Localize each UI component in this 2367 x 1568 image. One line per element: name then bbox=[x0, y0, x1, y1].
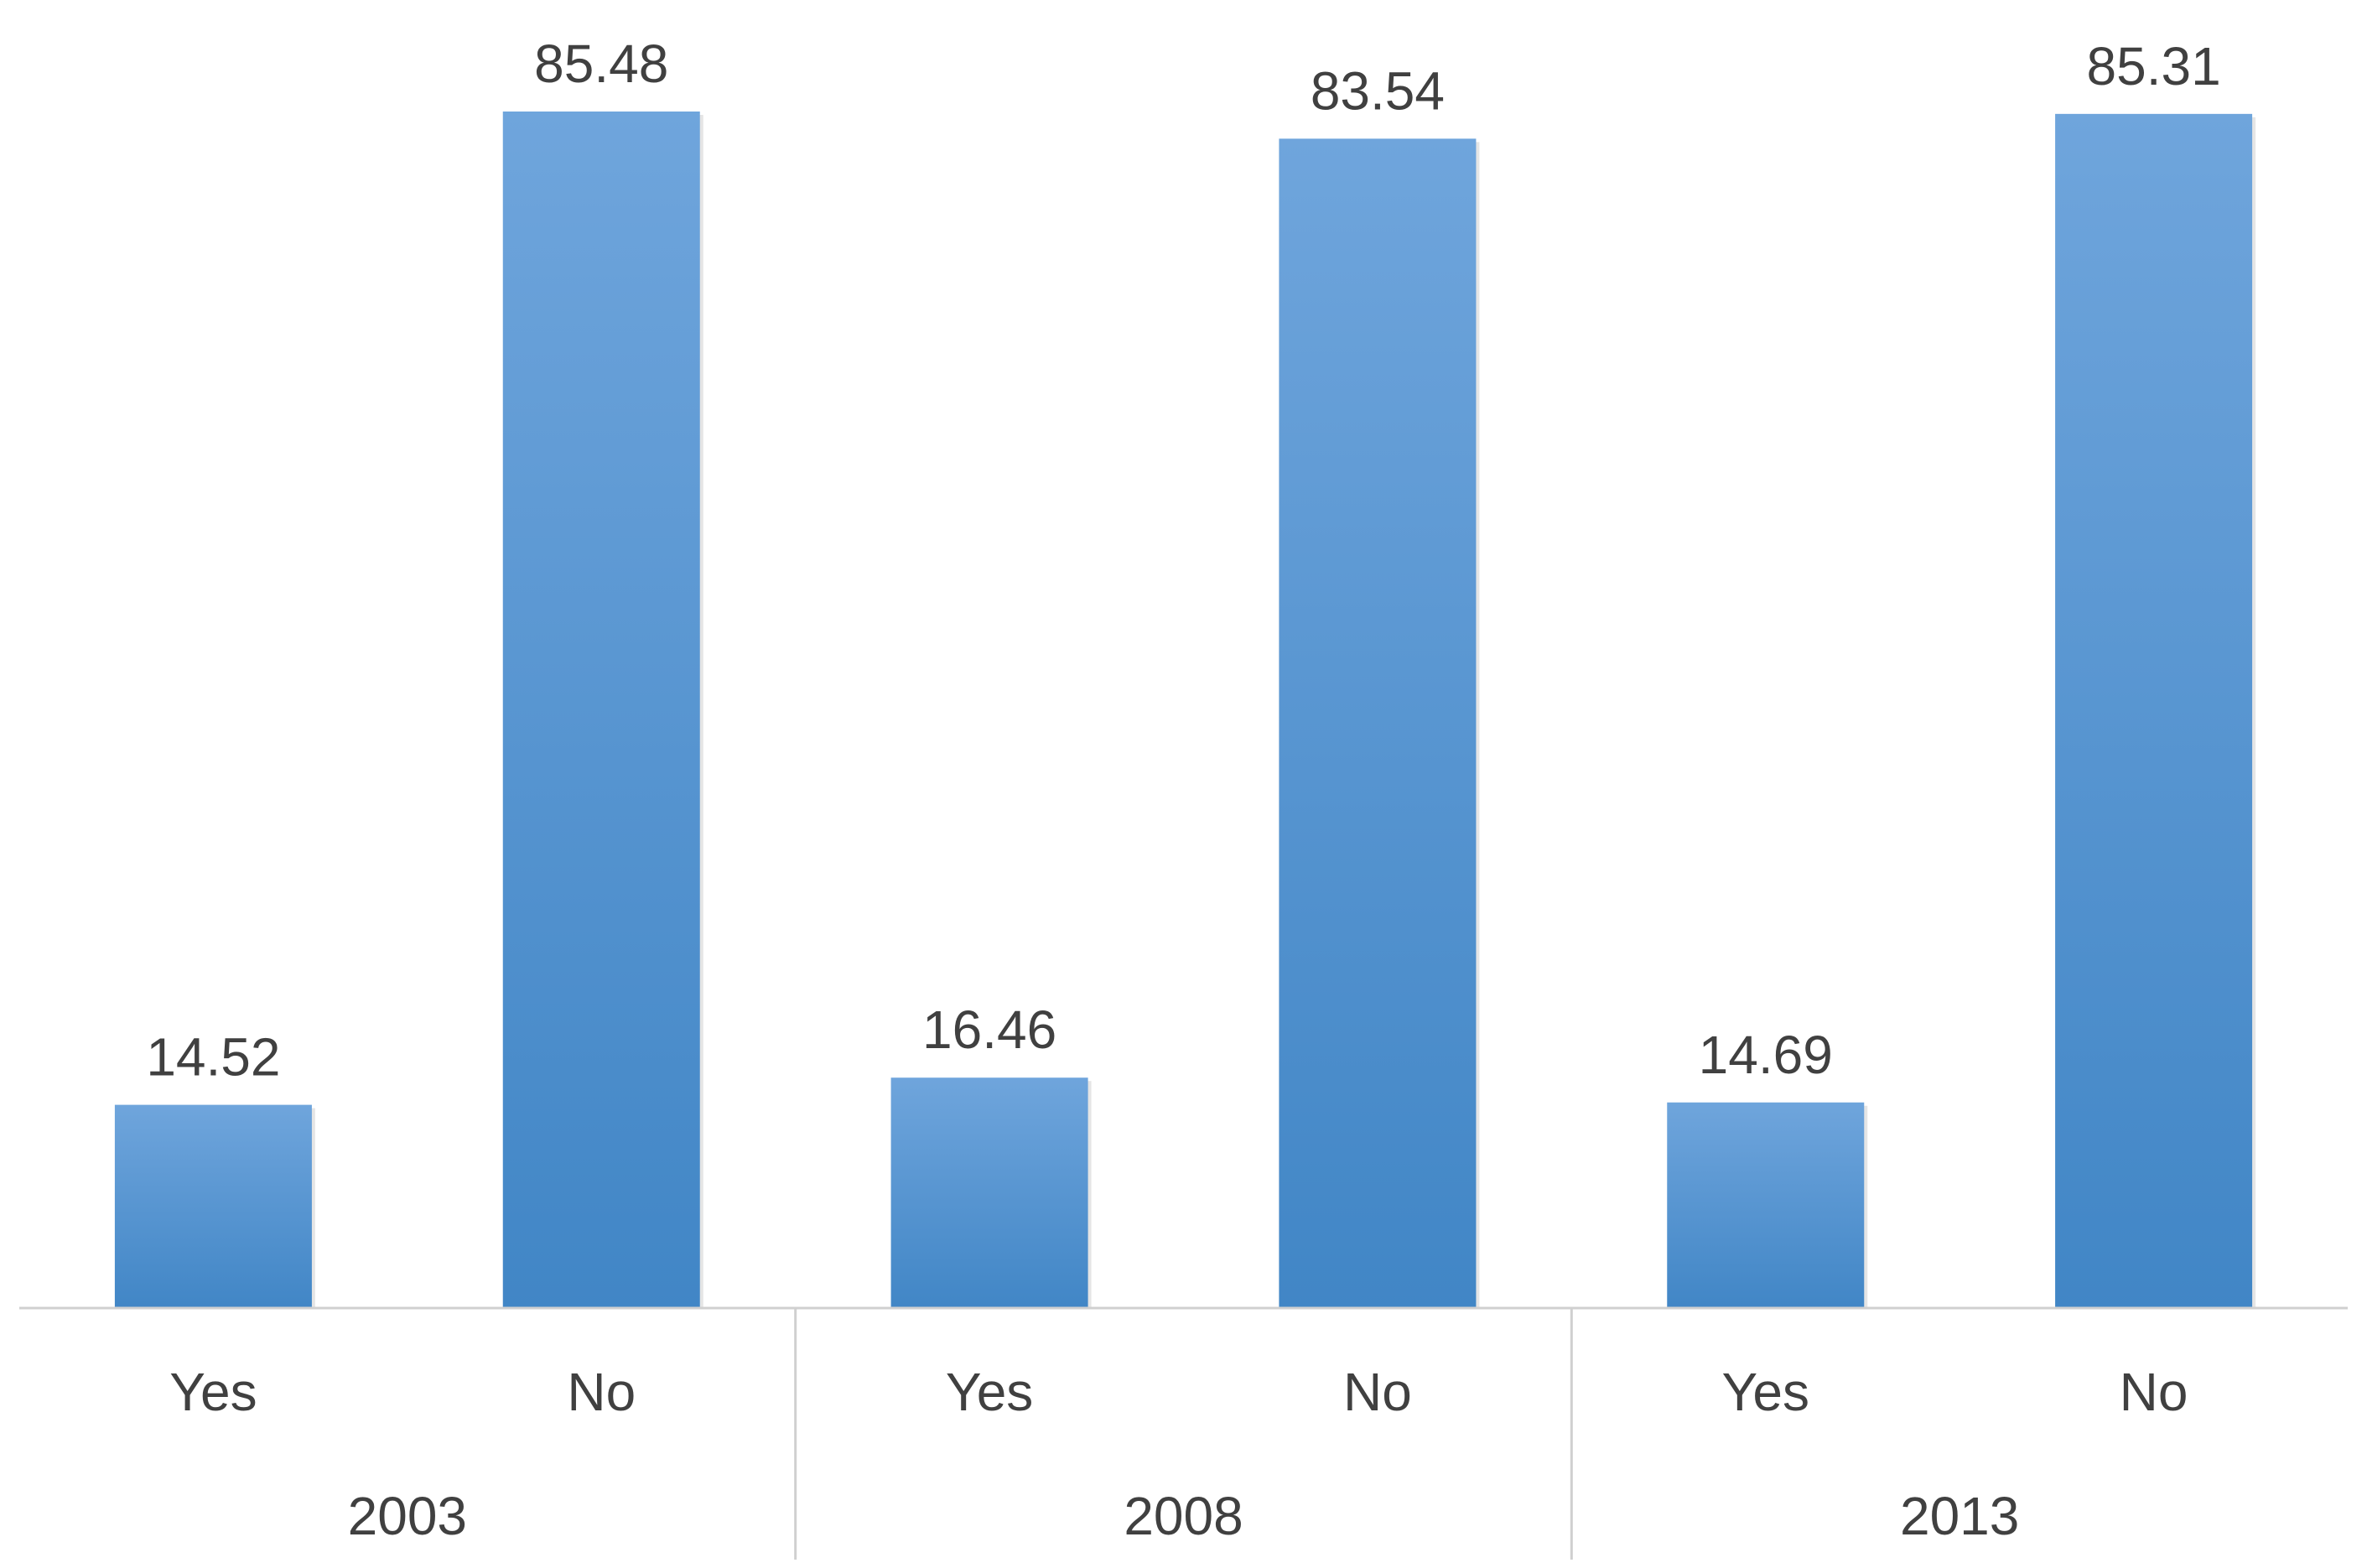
group-tick-label: 2013 bbox=[1900, 1486, 2019, 1546]
data-label: 83.54 bbox=[1311, 60, 1445, 121]
group-tick-label: 2008 bbox=[1124, 1486, 1243, 1546]
bar-2003-no bbox=[502, 112, 700, 1308]
labels-layer: 14.52 Yes 85.48 No 2003 16.46 Yes 83.54 No 2008 14… bbox=[146, 34, 2220, 1546]
category-tick-label: No bbox=[2120, 1362, 2188, 1422]
x-axis bbox=[19, 1306, 2348, 1560]
bar-2003-yes bbox=[114, 1104, 312, 1308]
bar-2008-no bbox=[1279, 138, 1477, 1309]
data-label: 16.46 bbox=[922, 999, 1056, 1060]
bar-2013-yes bbox=[1667, 1102, 1865, 1308]
data-label: 14.52 bbox=[146, 1027, 280, 1088]
category-tick-label: Yes bbox=[169, 1362, 257, 1422]
data-label: 85.48 bbox=[534, 34, 668, 94]
bar-2013-no bbox=[2055, 113, 2253, 1308]
bars-layer bbox=[114, 112, 2256, 1309]
category-tick-label: Yes bbox=[946, 1362, 1033, 1422]
category-tick-label: Yes bbox=[1722, 1362, 1809, 1422]
category-tick-label: No bbox=[1343, 1362, 1412, 1422]
bar-2008-yes bbox=[890, 1077, 1088, 1308]
data-label: 85.31 bbox=[2087, 36, 2221, 96]
category-tick-label: No bbox=[567, 1362, 636, 1422]
data-label: 14.69 bbox=[1699, 1025, 1833, 1085]
group-tick-label: 2003 bbox=[348, 1486, 467, 1546]
